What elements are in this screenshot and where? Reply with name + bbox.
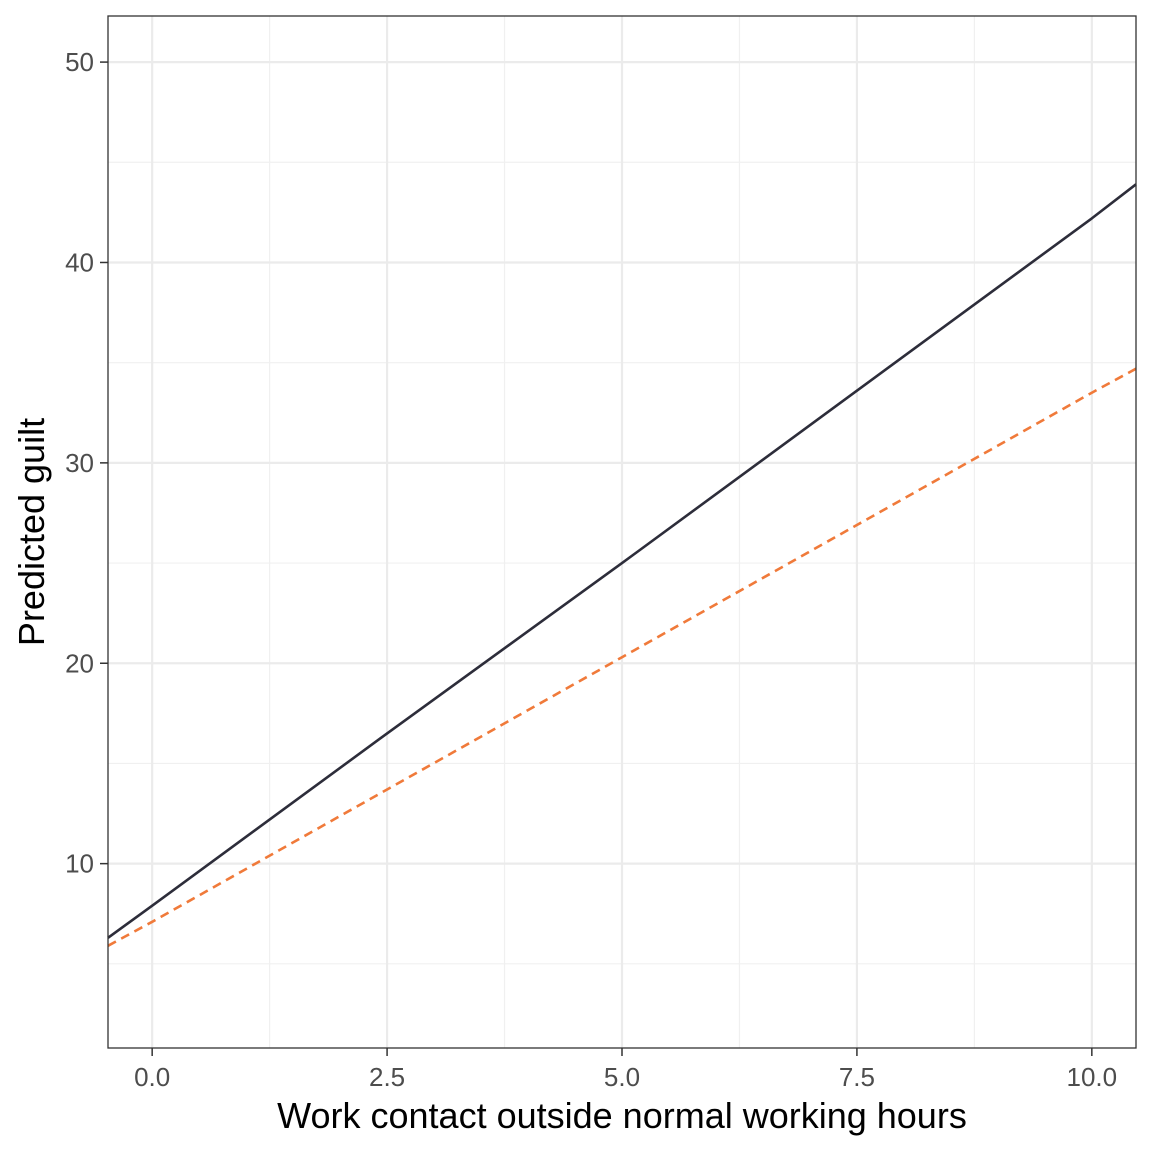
y-axis-title: Predicted guilt <box>11 418 52 646</box>
y-tick-label: 20 <box>65 648 94 678</box>
series-line-dashed <box>107 367 1137 947</box>
x-tick-label: 2.5 <box>369 1062 405 1092</box>
x-tick-label: 5.0 <box>604 1062 640 1092</box>
y-axis: 10 20 30 40 50 <box>65 47 108 879</box>
series-line-solid <box>107 183 1137 939</box>
y-tick-label: 50 <box>65 47 94 77</box>
x-tick-label: 7.5 <box>839 1062 875 1092</box>
y-tick-label: 30 <box>65 448 94 478</box>
series-layer <box>107 183 1137 947</box>
x-tick-label: 10.0 <box>1067 1062 1118 1092</box>
y-tick-label: 40 <box>65 247 94 277</box>
grid-major <box>108 16 1136 1048</box>
y-tick-label: 10 <box>65 849 94 879</box>
x-axis-title: Work contact outside normal working hour… <box>277 1095 967 1136</box>
x-tick-label: 0.0 <box>134 1062 170 1092</box>
x-axis: 0.0 2.5 5.0 7.5 10.0 <box>134 1048 1117 1092</box>
